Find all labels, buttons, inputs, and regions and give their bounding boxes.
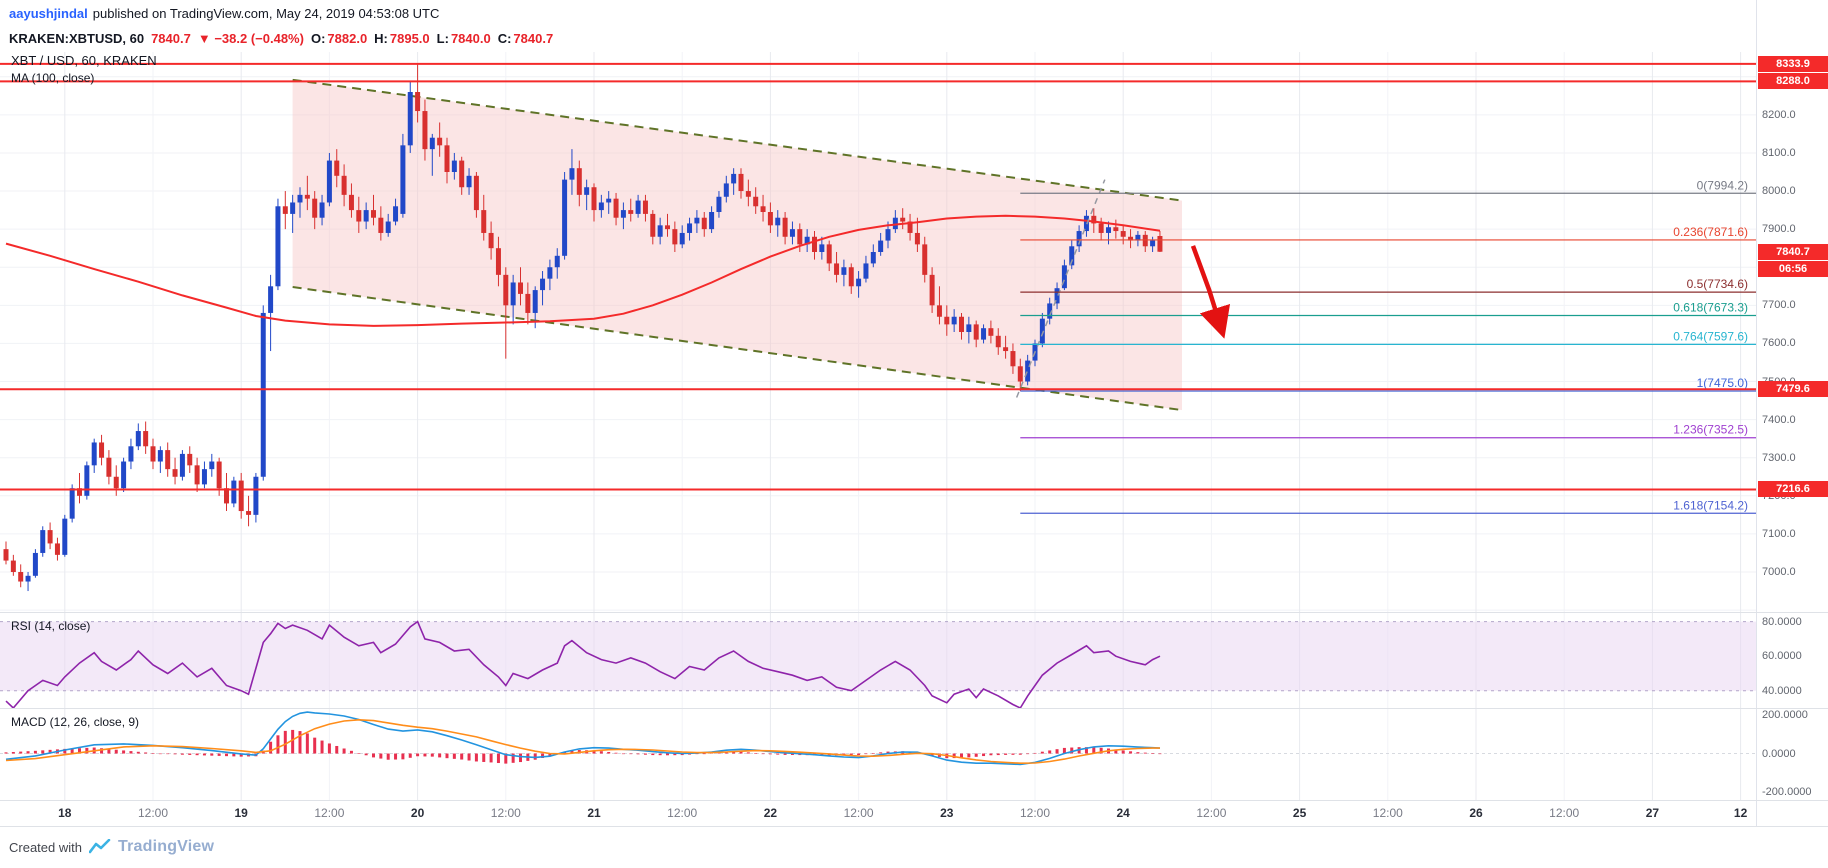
price-tick: 7700.0: [1762, 299, 1796, 312]
price-change: ▼ −38.2 (−0.48%): [197, 30, 304, 46]
svg-text:1.618(7154.2): 1.618(7154.2): [1673, 498, 1748, 512]
open-label: O:: [310, 30, 326, 46]
svg-text:0.5(7734.6): 0.5(7734.6): [1687, 277, 1748, 291]
last-price: 7840.7: [151, 30, 191, 46]
attribution-bar: aayushjindal published on TradingView.co…: [0, 0, 1828, 26]
time-tick: 12:00: [843, 806, 874, 820]
open-value: 7882.0: [327, 30, 368, 46]
price-chart[interactable]: 0(7994.2) 0.236(7871.6) 0.5(7734.6) 0.618(7…: [0, 52, 1756, 612]
time-tick: 12:00: [137, 806, 169, 820]
time-tick: 12: [1733, 806, 1748, 820]
time-tick: 20: [410, 806, 425, 820]
time-tick: 26: [1469, 806, 1483, 820]
rsi-axis-label: 80.0000: [1762, 615, 1802, 628]
price-level-badge: 8288.0: [1758, 73, 1828, 90]
tradingview-brand-link[interactable]: TradingView: [117, 838, 215, 855]
svg-text:1.236(7352.5): 1.236(7352.5): [1673, 423, 1748, 437]
close-value: 7840.7: [513, 30, 554, 46]
time-tick: 24: [1116, 806, 1130, 820]
time-tick: 23: [940, 806, 954, 820]
high-label: H:: [374, 30, 388, 46]
tradingview-logo-icon: [88, 839, 111, 855]
symbol-title[interactable]: KRAKEN:XBTUSD, 60: [9, 30, 145, 46]
high-value: 7895.0: [389, 30, 430, 46]
footer-bar: Created with TradingView: [0, 826, 1828, 868]
macd-axis-label: 0.0000: [1762, 747, 1796, 760]
candles: [3, 64, 1163, 592]
symbol-info-bar: KRAKEN:XBTUSD, 60 7840.7 ▼ −38.2 (−0.48%…: [0, 25, 553, 51]
panel-divider: [0, 826, 1828, 827]
rsi-indicator-label: RSI (14, close): [11, 619, 91, 633]
time-tick: 21: [587, 806, 601, 820]
price-tick: 8000.0: [1762, 185, 1796, 198]
rsi-band: [0, 621, 1756, 691]
rsi-line: [5, 620, 1161, 708]
macd-signal-line: [5, 718, 1160, 765]
macd-line: [5, 711, 1161, 766]
macd-axis-label: -200.0000: [1762, 786, 1812, 799]
price-level-badge: 7479.6: [1758, 381, 1828, 398]
rsi-axis-label: 40.0000: [1762, 684, 1802, 697]
close-label: C:: [497, 30, 512, 46]
macd-axis-label: 200.0000: [1762, 708, 1808, 721]
svg-text:0.236(7871.6): 0.236(7871.6): [1673, 225, 1748, 239]
attribution-text: published on TradingView.com, May 24, 20…: [92, 5, 440, 21]
price-tick: 8200.0: [1762, 108, 1796, 121]
time-tick: 12:00: [1019, 806, 1051, 820]
time-tick: 12:00: [667, 806, 698, 820]
price-level-badge: 8333.9: [1758, 55, 1828, 72]
price-tick: 7600.0: [1762, 337, 1796, 350]
rsi-axis-label: 60.0000: [1762, 650, 1802, 663]
svg-text:1(7475.0): 1(7475.0): [1697, 376, 1748, 390]
time-tick: 12:00: [1372, 806, 1403, 820]
time-tick: 12:00: [314, 806, 345, 820]
price-level-badge: 7216.6: [1758, 481, 1828, 498]
time-tick: 12:00: [1549, 806, 1580, 820]
author-link[interactable]: aayushjindal: [9, 5, 88, 21]
svg-text:0.618(7673.3): 0.618(7673.3): [1673, 301, 1748, 315]
macd-chart[interactable]: [0, 709, 1756, 800]
price-tick: 7400.0: [1762, 413, 1796, 426]
fib-retracement: 0(7994.2) 0.236(7871.6) 0.5(7734.6) 0.618(7…: [1020, 178, 1756, 514]
rsi-chart[interactable]: [0, 613, 1756, 708]
time-tick: 12:00: [490, 806, 521, 820]
ma-line: [5, 214, 1161, 327]
macd-indicator-label: MACD (12, 26, close, 9): [11, 715, 140, 729]
low-label: L:: [436, 30, 449, 46]
panel-divider: [0, 800, 1828, 801]
svg-text:0.764(7597.6): 0.764(7597.6): [1673, 329, 1748, 343]
time-tick: 12:00: [1196, 806, 1227, 820]
created-with-text: Created with: [9, 839, 82, 855]
price-tick: 7300.0: [1762, 451, 1796, 464]
price-tick: 7100.0: [1762, 527, 1796, 540]
time-axis[interactable]: 18 12:00 19 12:00 20 12:00 21 12:00 22 12:00 23 12:…: [0, 800, 1756, 826]
panel-divider: [0, 708, 1828, 709]
current-price-badge: 7840.7: [1758, 243, 1828, 260]
time-tick: 27: [1645, 806, 1660, 820]
time-tick: 25: [1292, 806, 1307, 820]
countdown-badge: 06:56: [1758, 260, 1828, 277]
price-tick: 7000.0: [1762, 566, 1796, 578]
price-tick: 8100.0: [1762, 146, 1796, 159]
price-tick: 7900.0: [1762, 223, 1796, 236]
price-axis[interactable]: 8200.08100.08000.07900.07800.07700.07600…: [1756, 0, 1828, 826]
time-tick: 18: [58, 806, 72, 820]
svg-text:0(7994.2): 0(7994.2): [1697, 178, 1748, 192]
low-value: 7840.0: [450, 30, 491, 46]
panel-divider: [0, 612, 1828, 613]
time-tick: 22: [763, 806, 778, 820]
time-tick: 19: [234, 806, 248, 820]
annotation-arrow: [1190, 245, 1231, 339]
